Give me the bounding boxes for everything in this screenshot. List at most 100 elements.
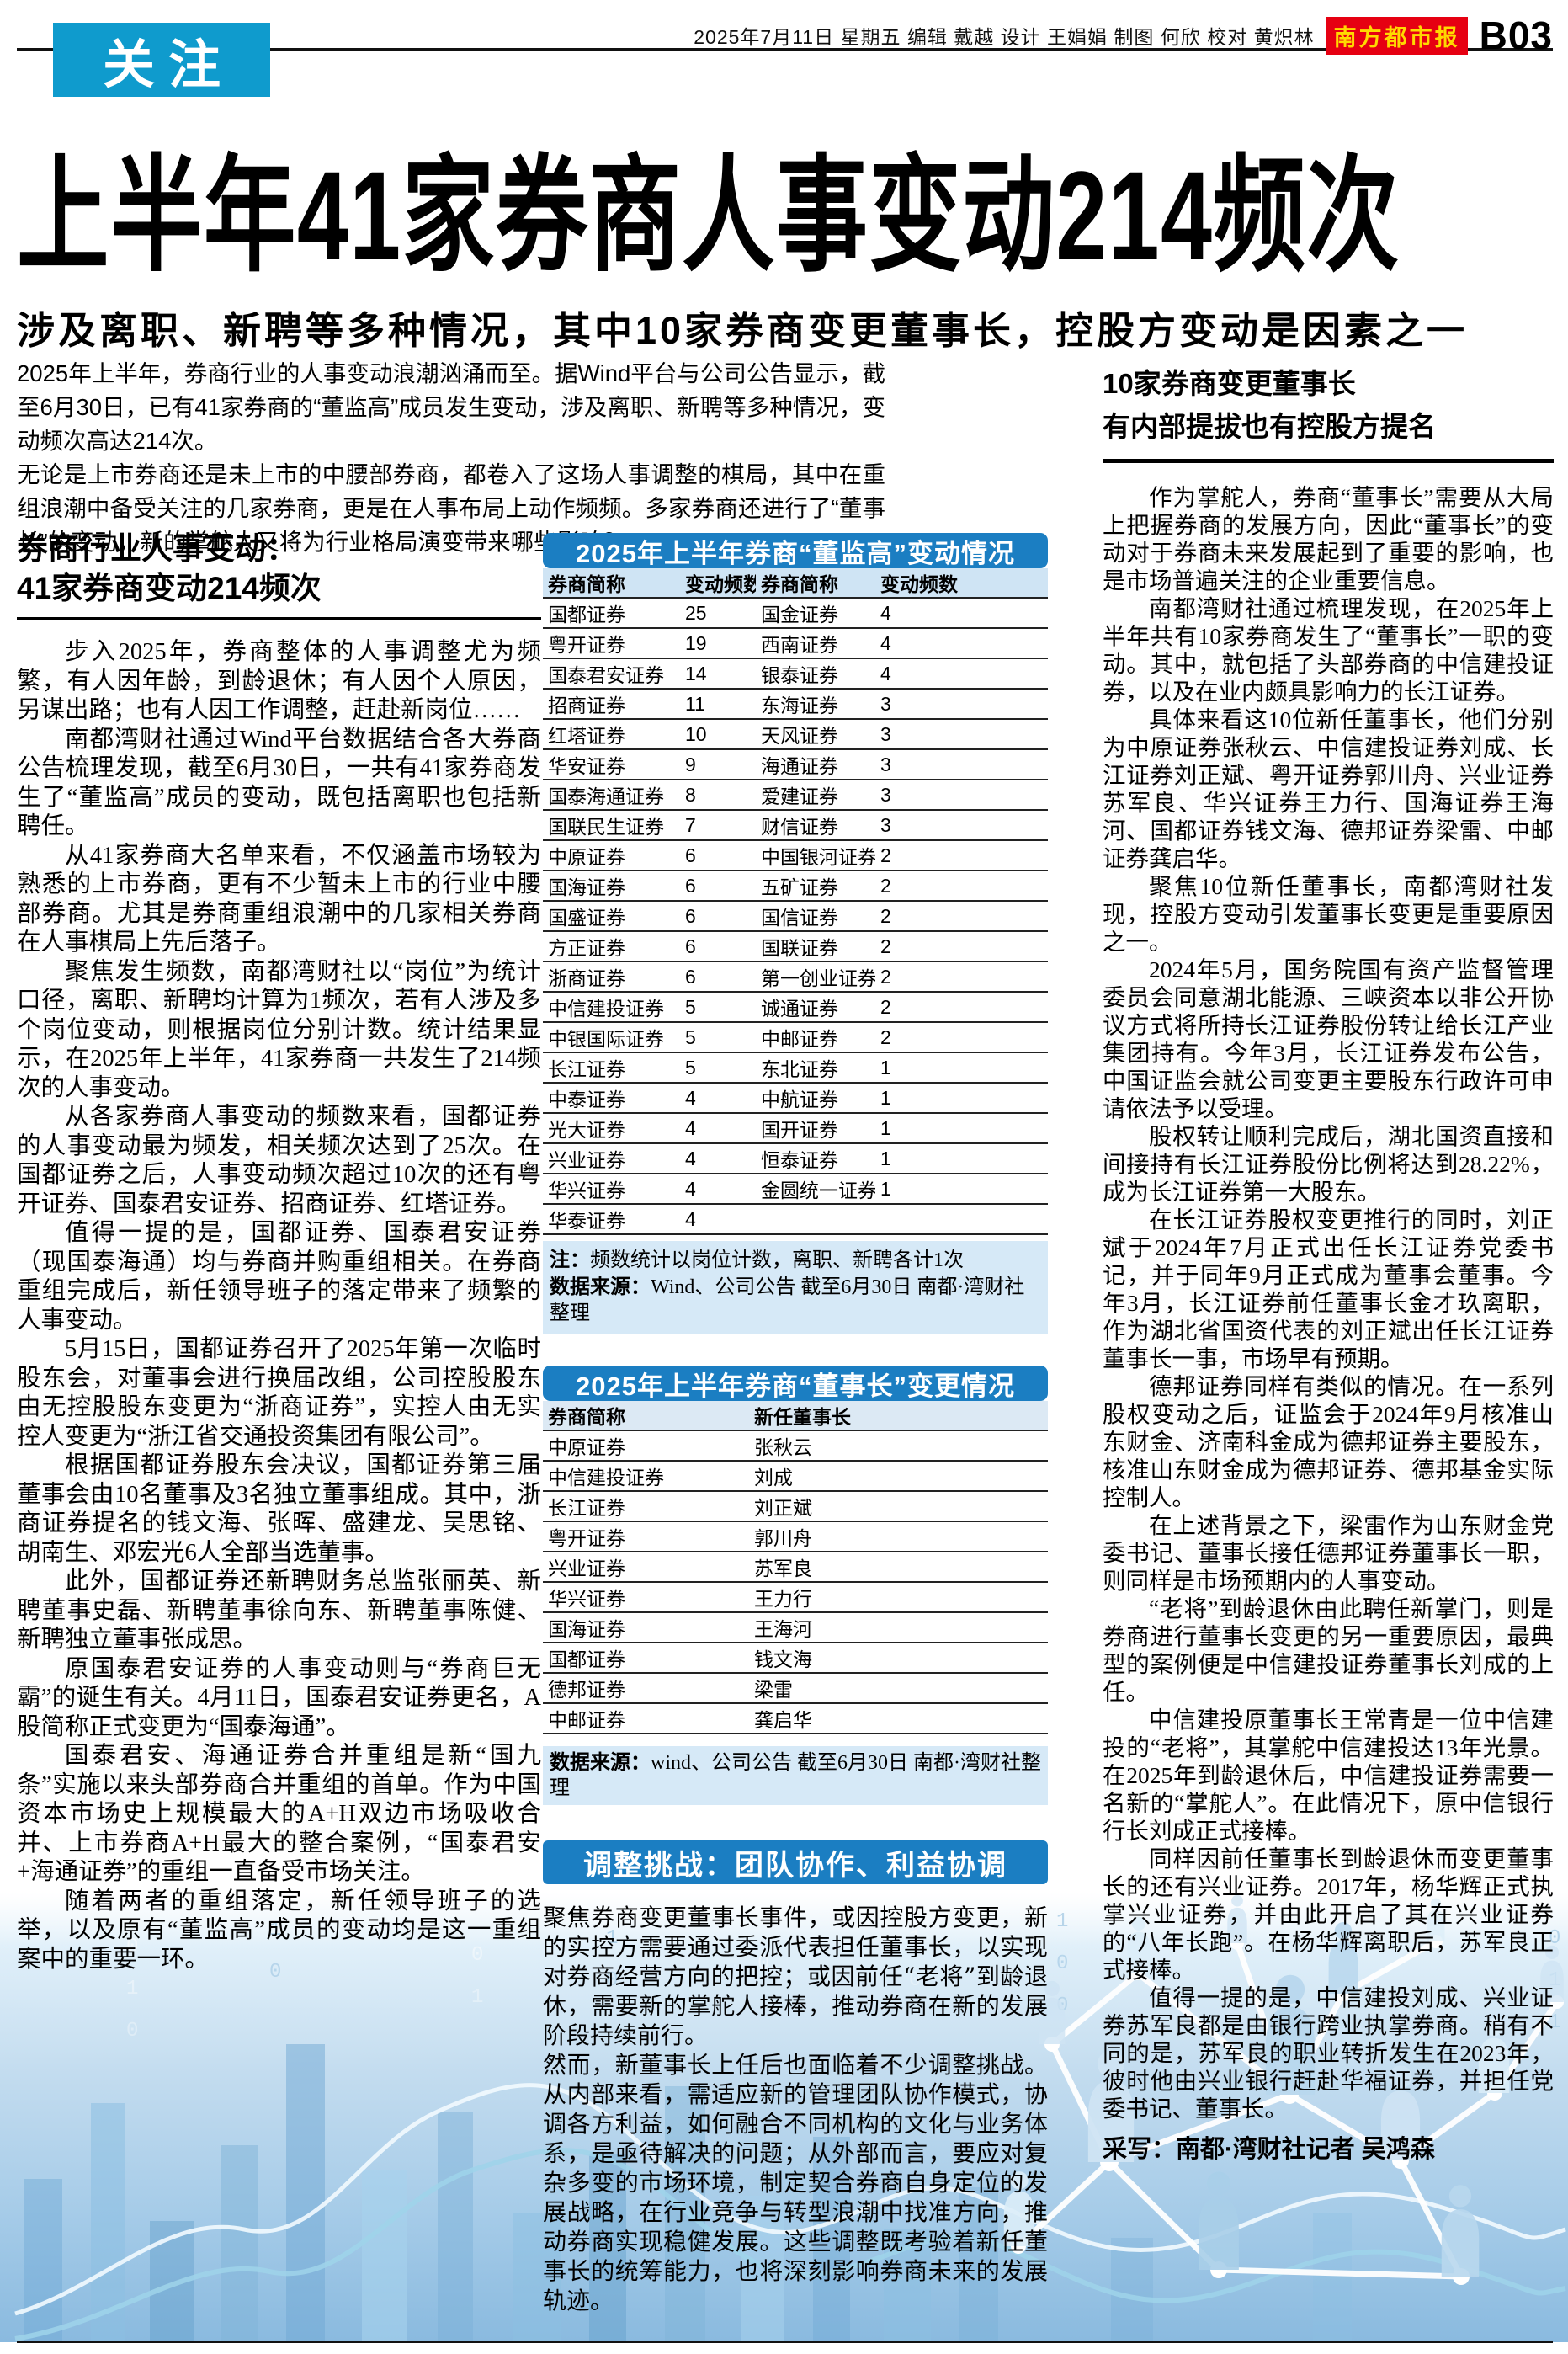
article-paragraph: 在上述背景之下，梁雷作为山东财金党委书记、董事长接任德邦证券董事长一职，则同样是… — [1103, 1512, 1554, 1594]
table-header-row: 券商简称 新任董事长 — [543, 1401, 1048, 1431]
footer-rule — [17, 2341, 1553, 2343]
table-row: 中银国际证券 5 中邮证券 2 — [543, 1022, 1048, 1053]
svg-text:0: 0 — [1056, 1952, 1068, 1975]
svg-text:0: 0 — [471, 1944, 483, 1967]
article-paragraph: 此外，国都证券还新聘财务总监张丽英、新聘董事史磊、新聘董事徐向东、新聘董事陈健、… — [17, 1568, 541, 1653]
table-row: 中原证券 张秋云 — [543, 1430, 1048, 1462]
left-column-title: 券商行业人事变动： 41家券商变动214频次 — [17, 531, 322, 605]
svg-text:1: 1 — [1056, 1910, 1068, 1933]
main-headline: 上半年41家券商人事变动214频次 — [17, 145, 1401, 286]
table-row: 长江证券 刘正斌 — [543, 1491, 1048, 1522]
byline: 采写：南都·湾财社记者 吴鸿森 — [1103, 2136, 1435, 2163]
article-paragraph: 作为掌舵人，券商“董事长”需要从大局上把握券商的发展方向，因此“董事长”的变动对… — [1103, 484, 1554, 594]
dateline: 2025年7月11日 星期五 编辑 戴越 设计 王娟娟 制图 何欣 校对 黄炽林 — [694, 26, 1315, 48]
svg-text:0: 0 — [126, 2020, 138, 2042]
intro-paragraph: 无论是上市券商还是未上市的中腰部券商，都卷入了这场人事调整的棋局，其中在重组浪潮… — [17, 461, 885, 555]
table-dongjiangao-changes: 券商简称 变动频数 券商简称 变动频数 国都证券 25 国金证券 4 — [543, 568, 1048, 1235]
article-paragraph: 同样因前任董事长到龄退休而变更董事长的还有兴业证券。2017年，杨华辉正式执掌兴… — [1103, 1845, 1554, 1983]
article-paragraph: 南都湾财社通过梳理发现，在2025年上半年共有10家券商发生了“董事长”一职的变… — [1103, 595, 1554, 705]
table-chairman-changes: 券商简称 新任董事长 中原证券 张秋云 中信建投证券 刘成 — [543, 1401, 1048, 1734]
right-column-title: 10家券商变更董事长 有内部提拔也有控股方提名 — [1103, 368, 1436, 442]
table-row: 中泰证券 4 中航证券 1 — [543, 1083, 1048, 1114]
table-row: 国泰海通证券 8 爱建证券 3 — [543, 780, 1048, 811]
trend-line-cyan — [14, 2148, 1566, 2341]
intro-paragraph: 2025年上半年，券商行业的人事变动浪潮汹涌而至。据Wind平台与公司公告显示，… — [17, 360, 885, 454]
table1-title-bar: 2025年上半年券商“董监高”变动情况 — [543, 533, 1048, 568]
article-paragraph: 聚焦10位新任董事长，南都湾财社发现，控股方变动引发董事长变更是重要原因之一。 — [1103, 873, 1554, 955]
article-paragraph: 在长江证券股权变更推行的同时，刘正斌于2024年7月正式出任长江证券党委书记，并… — [1103, 1206, 1554, 1371]
table-row: 国都证券 钱文海 — [543, 1643, 1048, 1674]
table-row: 粤开证券 郭川舟 — [543, 1521, 1048, 1552]
header-rule — [17, 48, 1553, 51]
table-row: 中信建投证券 刘成 — [543, 1461, 1048, 1492]
table-header-row: 券商简称 变动频数 券商简称 变动频数 — [543, 568, 1048, 599]
table-row: 华兴证券 4 金圆统一证券 1 — [543, 1174, 1048, 1205]
table1-note: 注：频数统计以岗位计数，离职、新聘各计1次 数据来源：Wind、公司公告 截至6… — [543, 1241, 1048, 1334]
section3-title-bar: 调整挑战：团队协作、利益协调 — [543, 1840, 1048, 1884]
article-paragraph: 中信建投原董事长王常青是一位中信建投的“老将”，其掌舵中信建投达13年光景。在2… — [1103, 1707, 1554, 1844]
table-row: 红塔证券 10 天风证券 3 — [543, 719, 1048, 750]
table-row: 招商证券 11 东海证券 3 — [543, 689, 1048, 720]
table-row: 华泰证券 4 — [543, 1204, 1048, 1235]
table-row: 兴业证券 4 恒泰证券 1 — [543, 1143, 1048, 1174]
table-row: 中原证券 6 中国银河证券 2 — [543, 840, 1048, 871]
article-paragraph: 2024年5月，国务院国有资产监督管理委员会同意湖北能源、三峡资本以非公开协议方… — [1103, 956, 1554, 1121]
article-paragraph: 股权转让顺利完成后，湖北国资直接和间接持有长江证券股份比例将达到28.22%，成… — [1103, 1123, 1554, 1205]
sub-headline: 涉及离职、新聘等多种情况，其中10家券商变更董事长，控股方变动是因素之一 — [17, 309, 1469, 352]
svg-text:0: 0 — [909, 1969, 921, 1992]
article-paragraph: 随着两者的重组落定，新任领导班子的选举，以及原有“董监高”成员的变动均是这一重组… — [17, 1888, 541, 1973]
svg-text:0: 0 — [269, 1961, 281, 1984]
trend-line-white — [14, 2083, 1566, 2316]
table-row: 方正证券 6 国联证券 2 — [543, 931, 1048, 962]
table-row: 光大证券 4 国开证券 1 — [543, 1113, 1048, 1144]
article-paragraph: 根据国都证券股东会决议，国都证券第三届董事会由10名董事及3名独立董事组成。其中… — [17, 1452, 541, 1566]
table-row: 中信建投证券 5 诚通证券 2 — [543, 992, 1048, 1023]
article-paragraph: 从41家券商大名单来看，不仅涵盖市场较为熟悉的上市券商，更有不少暂未上市的行业中… — [17, 842, 541, 956]
table-row: 国盛证券 6 国信证券 2 — [543, 901, 1048, 932]
svg-text:0: 0 — [606, 1969, 618, 1992]
table-row: 国泰君安证券 14 银泰证券 4 — [543, 658, 1048, 690]
table-row: 国海证券 6 五矿证券 2 — [543, 871, 1048, 902]
article-paragraph: 5月15日，国都证券召开了2025年第一次临时股东会，对董事会进行换届改组，公司… — [17, 1336, 541, 1450]
svg-text:1: 1 — [126, 1978, 138, 2000]
svg-text:1: 1 — [909, 1927, 921, 1950]
article-paragraph: 德邦证券同样有类似的情况。在一系列股权变动之后，证监会于2024年9月核准山东财… — [1103, 1373, 1554, 1510]
table-row: 长江证券 5 东北证券 1 — [543, 1052, 1048, 1084]
article-paragraph: 国泰君安、海通证券合并重组是新“国九条”实施以来头部券商合并重组的首单。作为中国… — [17, 1743, 541, 1885]
table-row: 华安证券 9 海通证券 3 — [543, 749, 1048, 780]
brand-logo: 南方都市报 — [1326, 16, 1468, 55]
svg-text:1: 1 — [606, 1927, 618, 1950]
network-illustration: 0 1 0 1 0 0 1 1 0 0 1 0 1 0 0 0 1 1 — [0, 1893, 1568, 2342]
left-column-rule — [17, 617, 541, 620]
article-paragraph: 聚焦券商变更董事长事件，或因控股方变更，新的实控方需要通过委派代表担任董事长，以… — [543, 1904, 1048, 2049]
svg-text:1: 1 — [269, 1919, 281, 1941]
table-row: 国海证券 王海河 — [543, 1612, 1048, 1643]
table2-source: 数据来源：wind、公司公告 截至6月30日 南都·湾财社整理 — [543, 1746, 1048, 1805]
article-paragraph: 从各家券商人事变动的频数来看，国都证券的人事变动最为频发，相关频次达到了25次。… — [17, 1104, 541, 1217]
article-paragraph: 原国泰君安证券的人事变动则与“券商巨无霸”的诞生有关。4月11日，国泰君安证券更… — [17, 1655, 541, 1740]
svg-text:0: 0 — [1549, 1927, 1560, 1950]
intro-block: 2025年上半年，券商行业的人事变动浪潮汹涌而至。据Wind平台与公司公告显示，… — [17, 357, 885, 559]
right-column: 10家券商变更董事长 有内部提拔也有控股方提名 作为掌舵人，券商“董事长”需要从… — [1103, 362, 1554, 2165]
table-row: 德邦证券 梁雷 — [543, 1673, 1048, 1704]
svg-text:0: 0 — [757, 1952, 769, 1975]
article-paragraph: 然而，新董事长上任后也面临着不少调整挑战。从内部来看，需适应新的管理团队协作模式… — [543, 2051, 1048, 2314]
left-column-body: 步入2025年，券商整体的人事调整尤为频繁，有人因年龄，到龄退休；有人因个人原因… — [17, 638, 541, 1974]
table-row: 国联民生证券 7 财信证券 3 — [543, 810, 1048, 841]
table-row: 华兴证券 王力行 — [543, 1582, 1048, 1613]
article-paragraph: 具体来看这10位新任董事长，他们分别为中原证券张秋云、中信建投证券刘成、长江证券… — [1103, 706, 1554, 871]
right-column-rule — [1103, 459, 1554, 463]
page-number: B03 — [1479, 13, 1553, 57]
table-row: 兴业证券 苏军良 — [543, 1552, 1048, 1583]
article-paragraph: 聚焦发生频数，南都湾财社以“岗位”为统计口径，离职、新聘均计算为1频次，若有人涉… — [17, 958, 541, 1101]
table2-title-bar: 2025年上半年券商“董事长”变更情况 — [543, 1366, 1048, 1401]
section-tag-label: 关注 — [102, 36, 234, 94]
table-row: 中邮证券 龚启华 — [543, 1703, 1048, 1734]
article-paragraph: 南都湾财社通过Wind平台数据结合各大券商公告梳理发现，截至6月30日，一共有4… — [17, 726, 541, 840]
article-paragraph: “老将”到龄退休由此聘任新掌门，则是券商进行董事长变更的另一重要原因，最典型的案… — [1103, 1595, 1554, 1705]
left-column: 券商行业人事变动： 41家券商变动214频次 步入2025年，券商整体的人事调整… — [17, 529, 541, 1974]
article-paragraph: 值得一提的是，中信建投刘成、兴业证券苏军良都是由银行跨业执掌券商。稍有不同的是，… — [1103, 1984, 1554, 2122]
article-paragraph: 值得一提的是，国都证券、国泰君安证券（现国泰海通）均与券商并购重组相关。在券商重… — [17, 1220, 541, 1334]
svg-text:0: 0 — [126, 1936, 138, 1958]
svg-text:1: 1 — [1549, 2011, 1560, 2034]
